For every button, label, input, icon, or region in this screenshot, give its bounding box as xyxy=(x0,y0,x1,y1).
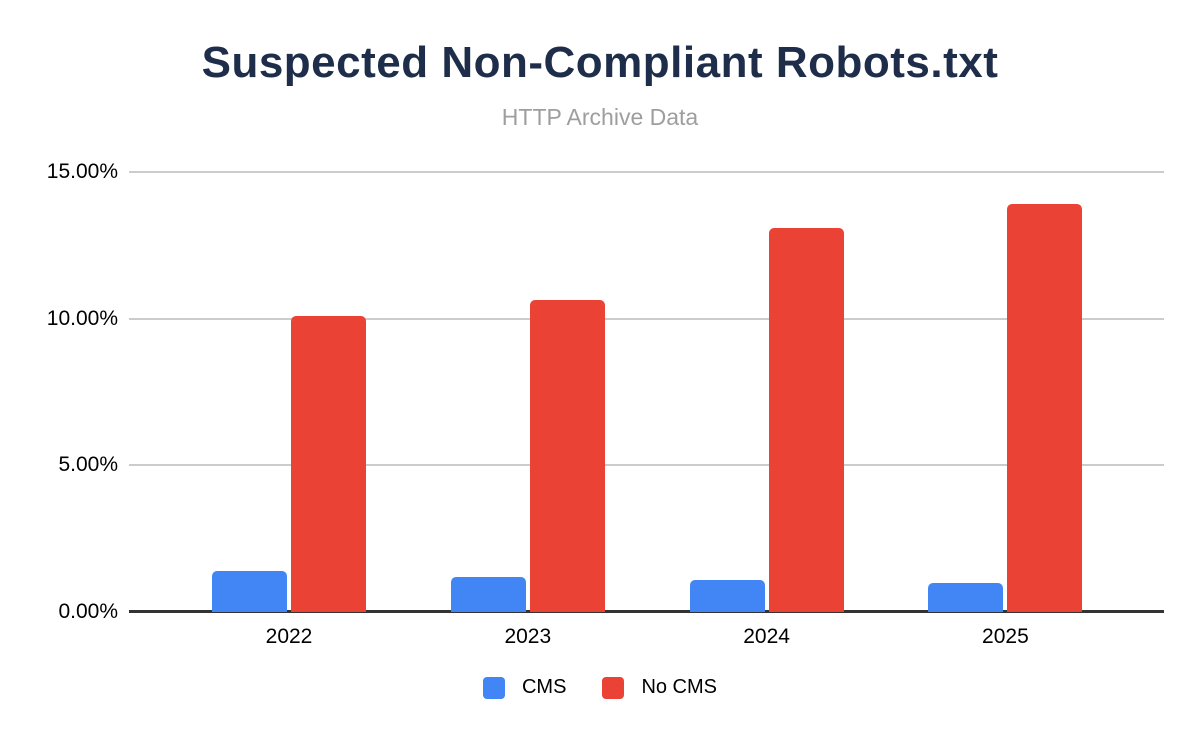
legend: CMS No CMS xyxy=(0,676,1200,699)
gridline xyxy=(129,464,1164,467)
y-tick-label: 5.00% xyxy=(58,453,118,477)
legend-label: No CMS xyxy=(641,676,718,698)
x-tick-label: 2023 xyxy=(504,625,552,648)
x-axis-line xyxy=(129,610,1164,613)
bar-no-cms-2022 xyxy=(291,315,366,612)
y-tick-label: 10.00% xyxy=(46,306,118,330)
y-tick-label: 15.00% xyxy=(46,160,118,183)
legend-item-no-cms: No CMS xyxy=(602,676,717,699)
x-tick-label: 2025 xyxy=(982,625,1029,648)
legend-swatch-no-cms xyxy=(602,676,625,699)
gridline xyxy=(129,317,1164,320)
bar-cms-2022 xyxy=(212,570,287,612)
y-tick-label: 0.00% xyxy=(58,600,118,623)
bar-no-cms-2023 xyxy=(529,299,605,612)
bar-no-cms-2025 xyxy=(1007,204,1083,612)
plot-area xyxy=(129,171,1164,613)
legend-label: CMS xyxy=(521,676,567,698)
legend-swatch-cms xyxy=(482,676,505,699)
chart-subtitle: HTTP Archive Data xyxy=(501,104,699,130)
x-tick-label: 2024 xyxy=(743,625,790,648)
bar-cms-2024 xyxy=(689,579,765,612)
legend-item-cms: CMS xyxy=(482,676,567,699)
bar-cms-2025 xyxy=(928,582,1004,612)
chart-title: Suspected Non-Compliant Robots.txt xyxy=(201,38,999,87)
bar-no-cms-2024 xyxy=(768,227,844,612)
x-tick-label: 2022 xyxy=(265,625,313,648)
bar-cms-2023 xyxy=(450,576,526,612)
gridline xyxy=(129,171,1164,173)
